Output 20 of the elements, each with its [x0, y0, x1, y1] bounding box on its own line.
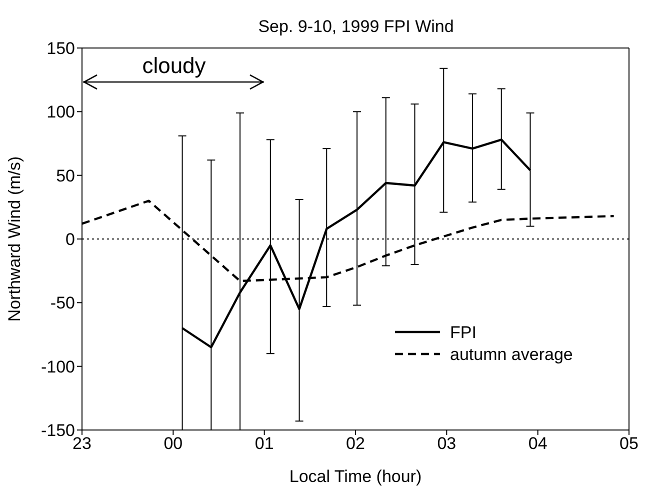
annotation: cloudy: [142, 53, 206, 78]
x-tick-label: 01: [254, 434, 274, 454]
x-tick-label: 05: [620, 434, 638, 454]
y-tick-label: -150: [40, 421, 75, 440]
x-tick-label: 00: [164, 434, 183, 454]
y-tick-label: -50: [50, 294, 75, 313]
y-tick-label: 100: [46, 102, 75, 122]
y-tick-label: -100: [40, 357, 75, 376]
y-axis-title: Northward Wind (m/s): [5, 156, 24, 322]
x-tick-label: 23: [72, 434, 92, 454]
x-tick-label: 03: [437, 434, 456, 454]
legend-label: FPI: [450, 323, 476, 342]
y-tick-label: 150: [46, 39, 75, 58]
x-tick-label: 02: [346, 434, 365, 454]
x-axis-title: Local Time (hour): [289, 467, 422, 486]
chart-title: Sep. 9-10, 1999 FPI Wind: [258, 17, 454, 36]
y-tick-label: 50: [56, 166, 75, 186]
y-tick-label: 0: [66, 230, 75, 250]
x-tick-label: 04: [528, 434, 548, 454]
legend-label: autumn average: [450, 345, 573, 364]
